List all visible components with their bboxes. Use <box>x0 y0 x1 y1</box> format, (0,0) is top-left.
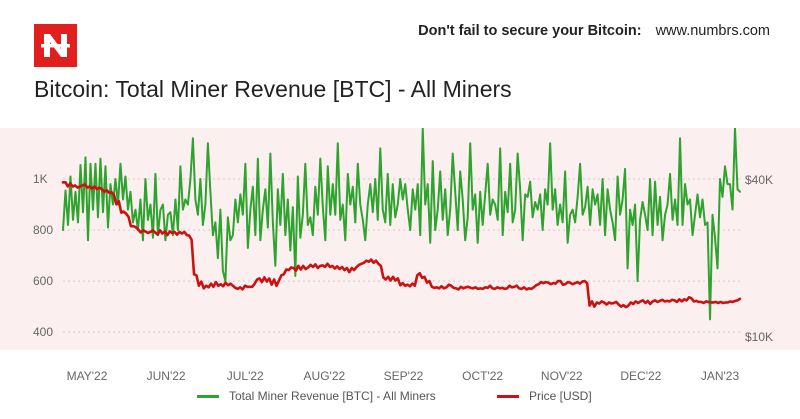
x-tick-label: OCT'22 <box>462 369 503 383</box>
x-tick-label: NOV'22 <box>541 369 583 383</box>
y-left-tick-label: 800 <box>33 223 53 237</box>
promo-tagline: Don't fail to secure your Bitcoin: <box>418 23 642 39</box>
y-left-tick-label: 600 <box>33 274 53 288</box>
plot-background <box>0 128 800 350</box>
chart-title: Bitcoin: Total Miner Revenue [BTC] - All… <box>34 76 512 102</box>
legend-item-price: Price [USD] <box>497 389 592 403</box>
y-left-tick-label: 1K <box>33 172 48 186</box>
x-tick-label: JUL'22 <box>227 369 264 383</box>
y-right-tick-label: $40K <box>745 173 773 187</box>
series-line-price <box>61 181 742 309</box>
site-link[interactable]: www.numbrs.com <box>655 23 770 39</box>
x-tick-label: JAN'23 <box>701 369 740 383</box>
series-line-miner-revenue <box>62 128 741 321</box>
legend-swatch-miner-revenue <box>197 394 219 398</box>
promo-banner: Don't fail to secure your Bitcoin: www.n… <box>418 23 770 39</box>
legend-label-miner-revenue: Total Miner Revenue [BTC] - All Miners <box>229 389 436 403</box>
x-tick-label: JUN'22 <box>147 369 186 383</box>
y-left-tick-label: 400 <box>33 325 53 339</box>
x-tick-label: MAY'22 <box>67 369 108 383</box>
miner-revenue-chart: 400 600 800 1K $10K $40K MAY'22 JUN'22 JUL'22 AUG… <box>0 128 800 383</box>
y-right-tick-label: $10K <box>745 330 773 344</box>
numbrs-n-glyph-icon <box>41 34 70 57</box>
x-tick-label: DEC'22 <box>620 369 661 383</box>
legend-item-miner-revenue: Total Miner Revenue [BTC] - All Miners <box>197 389 436 403</box>
numbrs-logo-icon <box>34 24 77 67</box>
x-tick-label: AUG'22 <box>304 369 346 383</box>
legend-label-price: Price [USD] <box>529 389 592 403</box>
legend-swatch-price <box>497 394 519 398</box>
x-tick-label: SEP'22 <box>384 369 424 383</box>
